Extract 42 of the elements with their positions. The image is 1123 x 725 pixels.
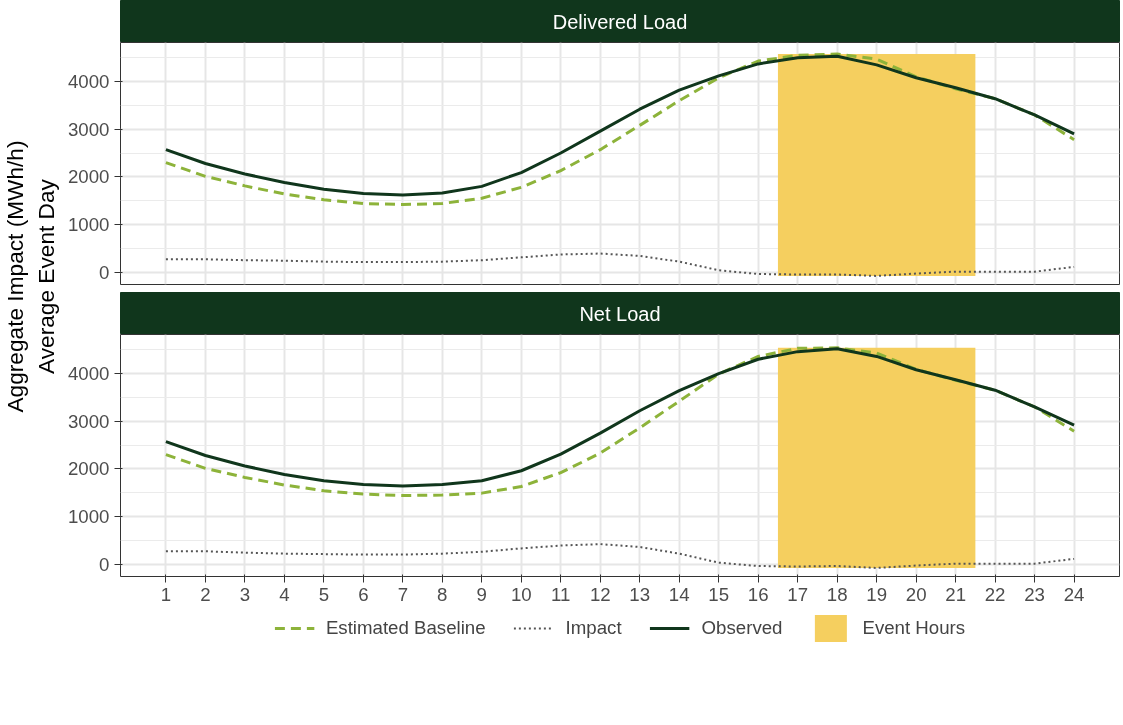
line-series [164,543,1076,569]
y-tick-label: 3000 [68,410,110,432]
legend-label: Observed [701,617,783,639]
y-tick-label: 0 [99,261,110,283]
x-tick-label: 24 [1063,583,1085,605]
chart-title: Net Load [579,302,661,325]
y-tick-label: 0 [99,553,110,575]
x-tick-label: 19 [866,583,888,605]
x-tick-label: 14 [668,583,690,605]
y-tick-label: 1000 [68,213,110,235]
x-tick-label: 8 [437,583,448,605]
x-tick-label: 13 [629,583,651,605]
x-tick-label: 6 [358,583,369,605]
x-tick-label: 17 [787,583,809,605]
x-tick-label: 23 [1024,583,1045,605]
x-tick-label: 12 [589,583,611,605]
x-tick-label: 11 [551,583,571,605]
chart-title: Delivered Load [552,10,688,33]
y-axis-title: Aggregate Impact (MWh/h) Average Event Day [1,140,60,413]
y-tick-label: 3000 [68,118,110,140]
x-tick-label: 15 [708,583,730,605]
x-tick-label: 21 [945,583,967,605]
y-tick-label: 4000 [68,363,110,385]
x-tick-label: 3 [239,583,251,605]
x-tick-label: 7 [397,583,409,605]
legend-label: Estimated Baseline [325,617,486,639]
x-tick-label: 20 [905,583,927,605]
legend-label: Event Hours [862,617,966,639]
y-tick-label: 2000 [68,166,110,188]
x-tick-label: 5 [318,583,330,605]
x-tick-label: 9 [476,583,487,605]
legend-label: Impact [565,617,622,639]
y-tick-label: 1000 [68,505,110,527]
x-tick-label: 18 [826,583,848,605]
y-tick-label: 4000 [68,71,110,93]
y-tick-label: 2000 [68,458,110,480]
x-tick-label: 22 [984,583,1006,605]
x-tick-label: 2 [200,583,211,605]
x-tick-label: 1 [160,583,172,605]
x-tick-label: 10 [510,583,532,605]
x-tick-label: 4 [279,583,290,605]
x-tick-label: 16 [747,583,769,605]
